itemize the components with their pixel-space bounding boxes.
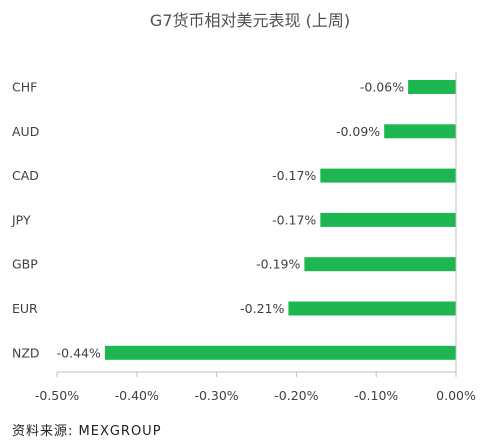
x-tick-label-3: -0.20% [274, 388, 318, 403]
bar-gbp [304, 257, 456, 272]
x-tick-label-4: -0.10% [354, 388, 398, 403]
category-label-chf: CHF [12, 80, 37, 95]
category-label-gbp: GBP [12, 257, 38, 272]
category-label-nzd: NZD [12, 345, 40, 360]
data-label-nzd: -0.44% [57, 345, 101, 360]
chart-title: G7货币相对美元表现 (上周) [150, 11, 350, 30]
data-label-chf: -0.06% [360, 80, 404, 95]
bar-nzd [104, 345, 456, 360]
x-axis: -0.50% -0.40% -0.30% -0.20% -0.10% 0.00% [35, 72, 476, 403]
x-tick-label-2: -0.30% [194, 388, 238, 403]
data-label-gbp: -0.19% [256, 257, 300, 272]
category-label-aud: AUD [12, 124, 39, 139]
bars-group: CHF -0.06% AUD -0.09% CAD -0.17% JPY -0.17% GBP -… [11, 80, 456, 360]
source-note: 资料来源: MEXGROUP [12, 424, 162, 439]
bar-aud [384, 124, 456, 139]
category-label-cad: CAD [12, 168, 39, 183]
bar-eur [288, 301, 456, 316]
bar-cad [320, 168, 456, 183]
bar-jpy [320, 212, 456, 227]
x-tick-label-5: 0.00% [436, 388, 476, 403]
category-label-eur: EUR [12, 301, 38, 316]
x-tick-label-1: -0.40% [115, 388, 159, 403]
category-label-jpy: JPY [11, 212, 31, 227]
data-label-jpy: -0.17% [272, 212, 316, 227]
data-label-aud: -0.09% [336, 124, 380, 139]
data-label-eur: -0.21% [240, 301, 284, 316]
data-label-cad: -0.17% [272, 168, 316, 183]
bar-chf [408, 80, 456, 94]
x-tick-label-0: -0.50% [35, 388, 79, 403]
